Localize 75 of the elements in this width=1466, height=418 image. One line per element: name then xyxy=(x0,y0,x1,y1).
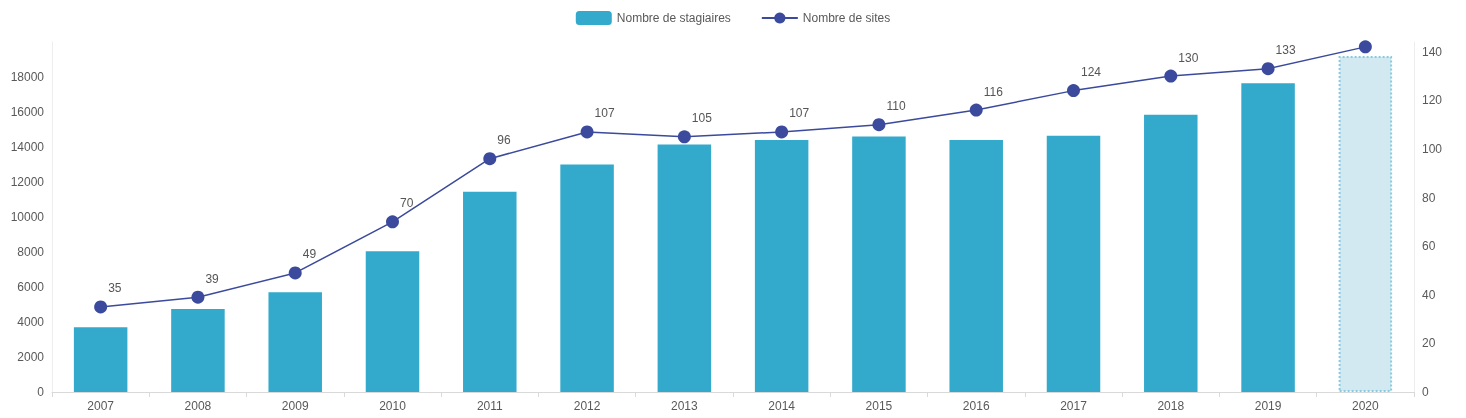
data-label: 49 xyxy=(302,247,317,262)
bar xyxy=(1046,135,1101,392)
y2-tick-label: 80 xyxy=(1422,190,1436,205)
data-label: 107 xyxy=(594,106,615,121)
y2-tick-label: 0 xyxy=(1422,385,1429,399)
data-label: 96 xyxy=(497,133,511,148)
bar xyxy=(852,136,906,392)
x-tick-label: 2020 xyxy=(1352,399,1380,413)
y-tick-label: 2000 xyxy=(17,350,45,364)
data-label: 124 xyxy=(1081,65,1102,80)
data-label: 133 xyxy=(1275,43,1296,58)
bar xyxy=(463,191,517,392)
point xyxy=(1358,40,1372,54)
y-tick-label: 10000 xyxy=(10,210,45,224)
y-tick-label: 4000 xyxy=(17,315,45,329)
y-tick-label: 16000 xyxy=(10,105,45,119)
point xyxy=(191,290,205,304)
bar xyxy=(657,144,712,392)
y-tick-label: 8000 xyxy=(17,245,45,259)
x-tick-label: 2017 xyxy=(1060,399,1088,413)
data-label: 116 xyxy=(983,84,1004,99)
y-tick-label: 6000 xyxy=(17,280,45,294)
point xyxy=(483,152,497,166)
point xyxy=(94,300,108,314)
x-tick-label: 2008 xyxy=(184,399,212,413)
legend-label: Nombre de sites xyxy=(802,11,891,25)
bar xyxy=(73,327,128,392)
x-tick-label: 2015 xyxy=(865,399,893,413)
bar xyxy=(949,140,1003,392)
data-label: 110 xyxy=(886,99,906,114)
point xyxy=(580,125,594,139)
y-tick-label: 12000 xyxy=(10,175,45,189)
point xyxy=(386,215,399,229)
data-label: 35 xyxy=(108,281,122,296)
bar xyxy=(268,292,322,392)
point xyxy=(677,130,691,144)
x-tick-label: 2010 xyxy=(379,399,407,413)
data-label: 39 xyxy=(205,271,220,286)
data-label: 130 xyxy=(1178,50,1199,65)
point xyxy=(872,118,886,132)
data-label: 70 xyxy=(400,196,414,211)
bar xyxy=(754,140,809,392)
x-tick-label: 2011 xyxy=(476,399,504,413)
x-tick-label: 2013 xyxy=(671,399,699,413)
point xyxy=(1164,69,1178,83)
y-tick-label: 14000 xyxy=(10,140,45,154)
y2-tick-label: 140 xyxy=(1422,44,1443,59)
data-label: 107 xyxy=(789,106,810,121)
y2-tick-label: 20 xyxy=(1422,336,1436,351)
bar xyxy=(1241,83,1295,392)
x-tick-label: 2016 xyxy=(962,399,990,413)
x-tick-label: 2007 xyxy=(87,399,115,413)
point xyxy=(1261,62,1275,76)
y2-tick-label: 40 xyxy=(1422,287,1436,302)
x-tick-label: 2019 xyxy=(1254,399,1282,413)
y2-tick-label: 100 xyxy=(1422,141,1443,156)
data-label: 105 xyxy=(691,111,713,126)
bar xyxy=(1338,56,1393,392)
legend-label: Nombre de stagiaires xyxy=(616,11,731,25)
x-tick-label: 2009 xyxy=(281,399,309,413)
point xyxy=(1067,84,1080,98)
point xyxy=(969,103,983,117)
y-tick-label: 18000 xyxy=(10,70,45,84)
x-tick-label: 2014 xyxy=(768,399,796,413)
point xyxy=(775,125,789,139)
y-tick-label: 0 xyxy=(37,385,45,399)
y2-tick-label: 60 xyxy=(1422,239,1436,254)
bar xyxy=(171,308,225,392)
x-tick-label: 2018 xyxy=(1157,399,1185,413)
point xyxy=(288,266,302,280)
bar xyxy=(1144,114,1198,392)
bar xyxy=(560,164,614,392)
bar xyxy=(365,251,420,392)
y2-tick-label: 120 xyxy=(1422,93,1443,108)
x-tick-label: 2012 xyxy=(573,399,601,413)
